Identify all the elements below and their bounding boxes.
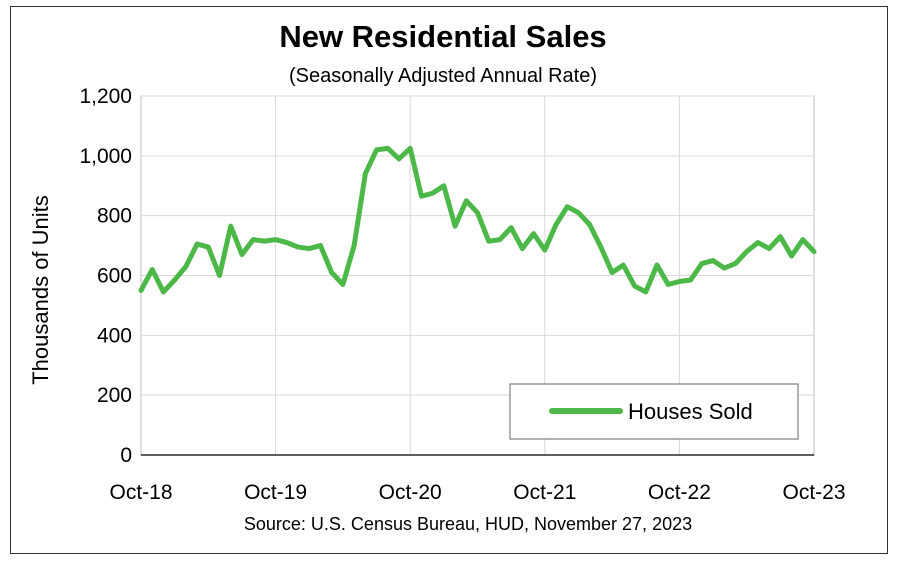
y-tick-label: 400 (97, 324, 132, 347)
x-tick-label: Oct-21 (513, 481, 576, 504)
legend-label-houses-sold: Houses Sold (628, 399, 753, 424)
x-tick-label: Oct-19 (244, 481, 307, 504)
y-axis-title: Thousands of Units (28, 195, 53, 385)
chart-subtitle: (Seasonally Adjusted Annual Rate) (289, 65, 597, 87)
x-tick-label: Oct-20 (379, 481, 442, 504)
x-tick-labels: Oct-18 Oct-19 Oct-20 Oct-21 Oct-22 Oct-23 (109, 481, 845, 504)
chart-title: New Residential Sales (279, 19, 606, 54)
x-tick-label: Oct-23 (782, 481, 845, 504)
y-tick-label: 1,200 (79, 85, 132, 108)
y-tick-label: 0 (120, 444, 132, 467)
series-line-houses-sold (138, 145, 817, 295)
y-tick-label: 1,000 (79, 145, 132, 168)
source-note: Source: U.S. Census Bureau, HUD, Novembe… (244, 514, 692, 534)
y-tick-label: 800 (97, 205, 132, 228)
x-tick-label: Oct-22 (648, 481, 711, 504)
x-tick-label: Oct-18 (109, 481, 172, 504)
y-tick-labels: 0 200 400 600 800 1,000 1,200 (79, 85, 132, 467)
y-tick-label: 200 (97, 384, 132, 407)
y-tick-label: 600 (97, 265, 132, 288)
legend: Houses Sold (509, 383, 799, 440)
